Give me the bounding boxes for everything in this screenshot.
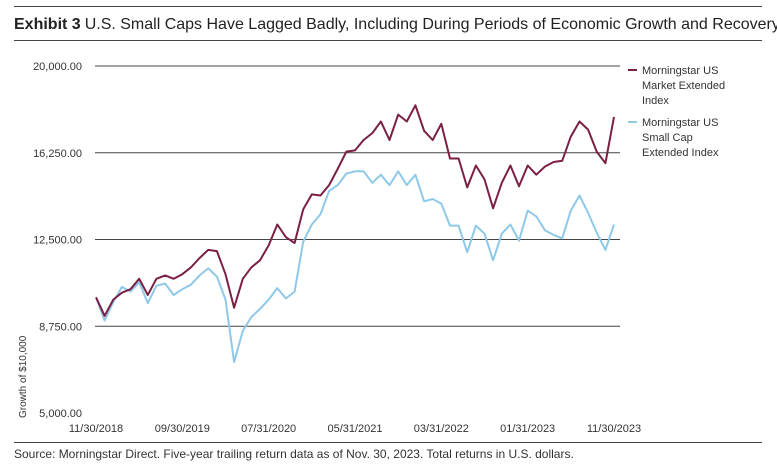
legend-label: Morningstar US Small Cap Extended Index xyxy=(642,117,719,159)
x-tick-label: 01/31/2023 xyxy=(500,423,555,435)
series-line-market-extended xyxy=(95,104,615,317)
y-tick-label: 16,250.00 xyxy=(33,148,82,160)
y-tick-label: 5,000.00 xyxy=(39,408,82,420)
grid-lines xyxy=(95,65,620,327)
series-lines xyxy=(95,104,615,364)
y-axis-ticks: 20,000.00 16,250.00 12,500.00 8,750.00 5,000… xyxy=(33,61,82,420)
source-note: Source: Morningstar Direct. Five-year tr… xyxy=(14,447,574,461)
bottom-rule xyxy=(14,442,762,443)
x-tick-label: 05/31/2021 xyxy=(327,423,382,435)
chart-title: Exhibit 3 U.S. Small Caps Have Lagged Bad… xyxy=(14,16,777,34)
y-axis-label: Growth of $10,000 xyxy=(18,335,29,418)
title-text: U.S. Small Caps Have Lagged Badly, Inclu… xyxy=(84,16,777,33)
legend: Morningstar US Market Extended Index Mornin… xyxy=(628,65,725,159)
series-line-small-cap-extended xyxy=(95,170,615,364)
x-tick-label: 11/30/2018 xyxy=(69,423,123,435)
x-tick-label: 09/30/2019 xyxy=(155,423,210,435)
x-tick-label: 03/31/2022 xyxy=(414,423,469,435)
y-tick-label: 20,000.00 xyxy=(33,61,82,73)
y-tick-label: 12,500.00 xyxy=(33,235,82,247)
title-rule xyxy=(14,40,762,41)
x-tick-label: 11/30/2023 xyxy=(587,423,641,435)
legend-label: Morningstar US Market Extended Index xyxy=(642,65,725,107)
exhibit-label: Exhibit 3 xyxy=(14,16,81,33)
x-axis-ticks: 11/30/2018 09/30/2019 07/31/2020 05/31/2021… xyxy=(69,423,641,435)
top-rule xyxy=(14,6,762,7)
x-tick-label: 07/31/2020 xyxy=(241,423,296,435)
y-tick-label: 8,750.00 xyxy=(39,321,82,333)
